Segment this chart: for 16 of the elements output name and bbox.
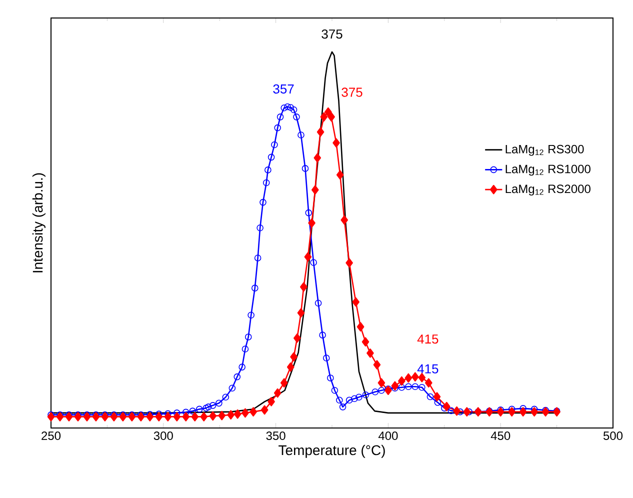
annotation: 375: [342, 88, 362, 97]
x-tick-label: 500: [603, 432, 623, 440]
y-axis-title: Intensity (arb.u.): [32, 173, 46, 272]
legend-label: LaMg$_{12}$ RS1000: [506, 164, 590, 176]
legend-label: LaMg$_{12}$ RS2000: [506, 184, 590, 196]
annotation: 357: [273, 84, 294, 94]
x-tick-label: 250: [42, 432, 61, 440]
x-tick-label: 350: [266, 432, 286, 440]
annotation: 415: [417, 364, 438, 374]
x-tick-label: 450: [490, 432, 510, 440]
annotation: 375: [322, 29, 342, 39]
x-tick-label: 400: [378, 432, 398, 440]
x-tick-label: 300: [154, 432, 173, 440]
x-axis-title: Temperature (°C): [278, 444, 385, 458]
annotation: 415: [417, 334, 438, 344]
legend-label: LaMg$_{12}$ RS300: [506, 144, 584, 156]
